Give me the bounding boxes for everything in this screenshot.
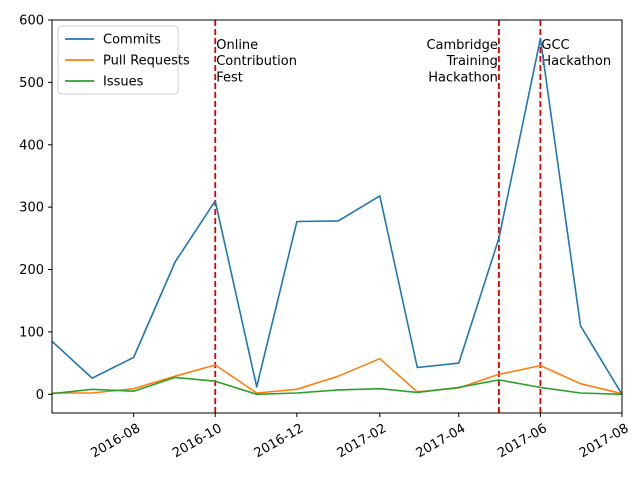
series-lines [51, 37, 623, 396]
y-tick-label: 400 [19, 138, 44, 153]
legend-box [57, 25, 179, 95]
x-tick-label: 2016-12 [252, 421, 307, 461]
y-tick-label: 300 [19, 201, 44, 216]
y-tick-label: 200 [19, 263, 44, 278]
y-tick-label: 100 [19, 325, 44, 340]
event-label-2: GCC Hackathon [541, 38, 611, 69]
legend-label-1: Pull Requests [103, 54, 190, 69]
series-line-1 [52, 357, 623, 395]
x-tick-label: 2016-08 [88, 421, 143, 461]
legend-label-2: Issues [103, 75, 144, 90]
x-tick-label: 2017-02 [335, 421, 390, 461]
legend-label-0: Commits [103, 33, 161, 48]
x-tick-label: 2017-06 [495, 421, 550, 461]
y-axis: 0 100 200 300 400 500 600 [19, 14, 52, 403]
series-line-2 [51, 376, 623, 396]
y-tick-label: 600 [19, 14, 44, 29]
event-label-0: Online Contribution Fest [216, 38, 297, 85]
y-tick-label: 0 [36, 388, 44, 403]
event-markers: Online Contribution Fest Cambridge Training H… [214, 20, 611, 413]
plot-frame [51, 19, 623, 414]
x-tick-label: 2016-10 [170, 421, 225, 461]
event-label-1: Cambridge Training Hackathon [426, 38, 497, 85]
y-tick-label: 500 [19, 76, 44, 91]
x-tick-label: 2017-04 [414, 421, 469, 461]
x-tick-label: 2017-08 [577, 421, 632, 461]
x-axis: 2016-08 2016-10 2016-12 2017-02 2017-04 2017-… [88, 413, 631, 461]
legend: Commits Pull Requests Issues [57, 25, 190, 95]
series-line-0 [51, 37, 623, 395]
